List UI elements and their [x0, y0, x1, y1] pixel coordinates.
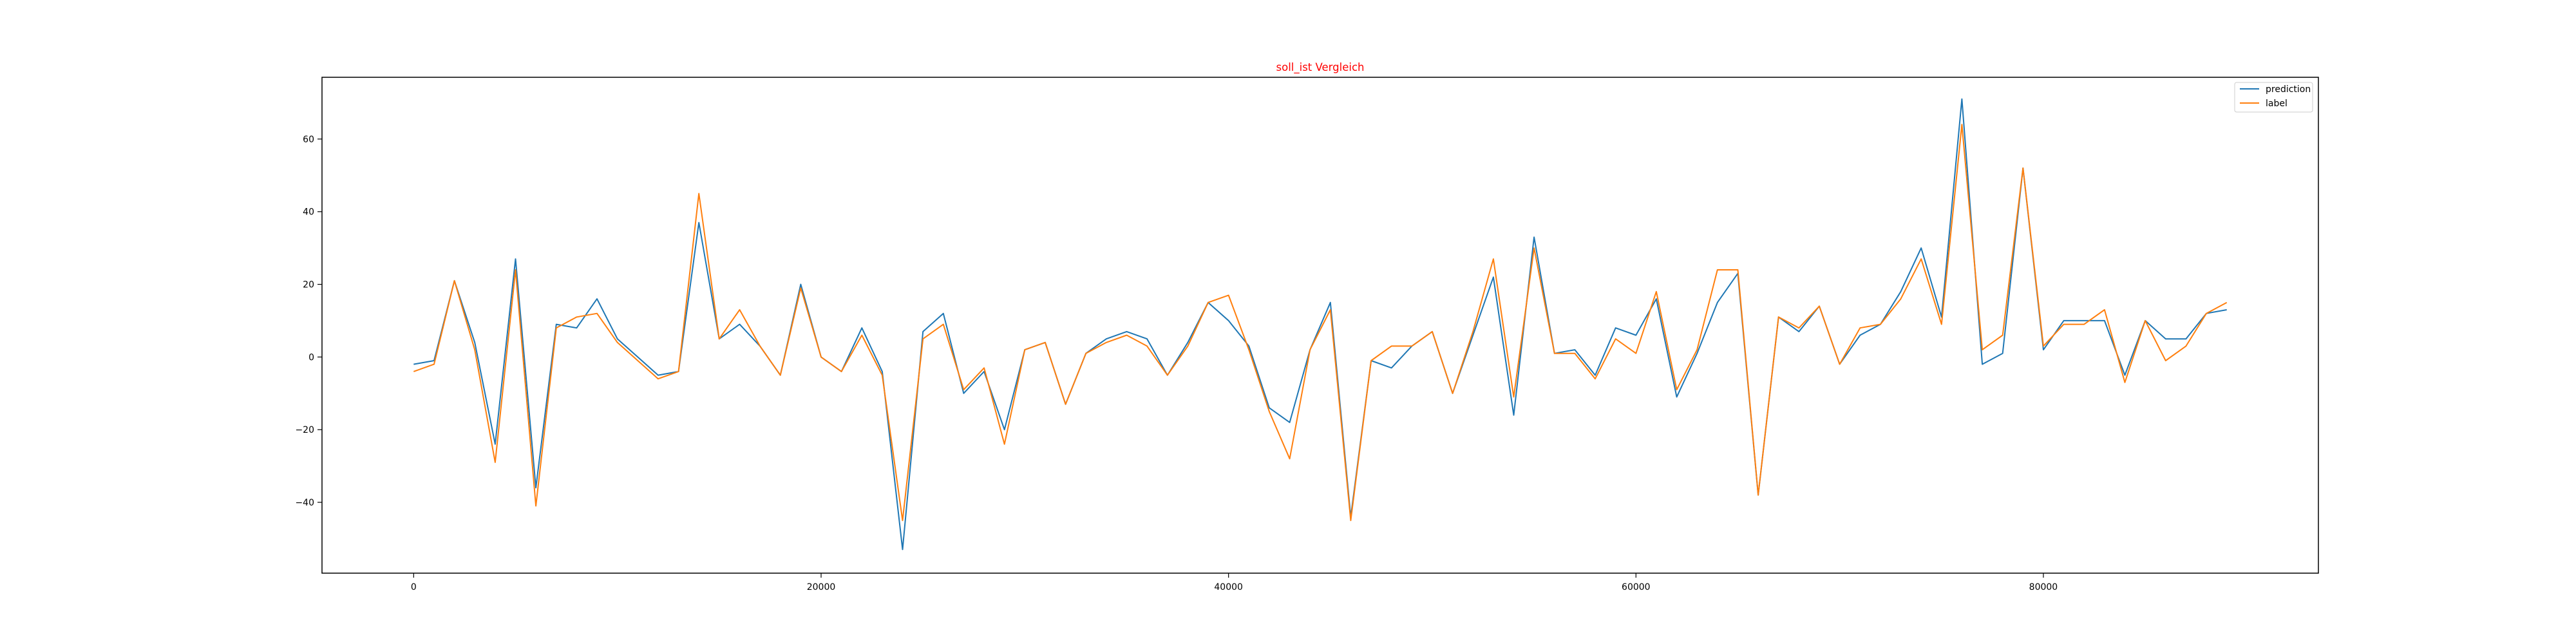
y-tick-label: −20	[295, 425, 314, 435]
y-tick-label: 40	[303, 207, 314, 218]
chart-title: soll_ist Vergleich	[1276, 61, 1365, 74]
series-line-label	[413, 124, 2228, 522]
y-tick-label: −40	[295, 498, 314, 508]
legend-box	[2234, 82, 2313, 113]
axes-frame	[321, 77, 2319, 574]
y-tick-label: 0	[308, 352, 314, 363]
x-axis: 0 20000 40000 60000 80000	[411, 573, 2058, 592]
x-tick-label: 0	[411, 582, 417, 592]
series-layer	[413, 98, 2228, 551]
y-axis: −40 −20 0 20 40 60	[295, 135, 322, 508]
legend: prediction label	[2234, 82, 2313, 113]
x-tick-label: 40000	[1214, 582, 1243, 592]
legend-label-label: label	[2266, 99, 2287, 109]
series-line-prediction	[413, 98, 2227, 551]
x-tick-label: 80000	[2029, 582, 2058, 592]
y-tick-label: 20	[303, 280, 314, 290]
y-tick-label: 60	[303, 135, 314, 145]
x-tick-label: 20000	[807, 582, 836, 592]
x-tick-label: 60000	[1622, 582, 1651, 592]
legend-label-prediction: prediction	[2266, 84, 2311, 95]
